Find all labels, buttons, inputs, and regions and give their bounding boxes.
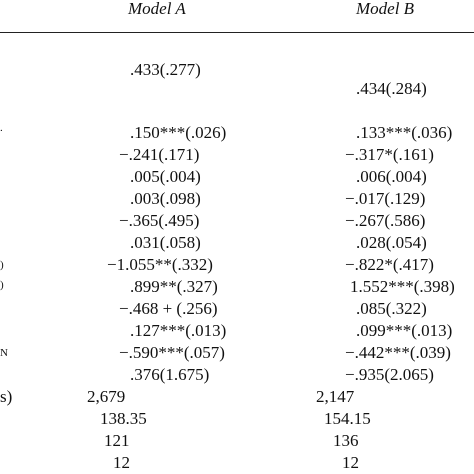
model-b-cell: −.317*(.161) [345, 145, 434, 164]
model-a-cell: 2,679 [87, 387, 126, 406]
model-a-cell: −.241(.171) [119, 145, 200, 164]
model-a-cell: .127***(.013) [130, 321, 227, 340]
model-a-cell: −.365(.495) [119, 211, 200, 230]
row-label-fragment: s) [0, 387, 13, 406]
model-a-cell: −1.055**(.332) [107, 255, 213, 274]
model-b-header: Model B [356, 0, 415, 18]
row-label-fragment: . [0, 122, 3, 134]
model-b-cell: .028(.054) [356, 233, 427, 252]
model-a-cell: −.468 + (.256) [119, 299, 218, 318]
header-rule [0, 32, 474, 33]
model-b-cell: 136 [333, 431, 359, 450]
model-b-cell: −.442***(.039) [345, 343, 451, 362]
model-a-cell: .003(.098) [130, 189, 201, 208]
model-a-cell: .433(.277) [130, 60, 201, 79]
model-a-cell: 138.35 [100, 409, 147, 428]
model-b-cell: −.267(.586) [345, 211, 426, 230]
model-b-cell: .099***(.013) [356, 321, 453, 340]
model-b-cell: 2,147 [316, 387, 355, 406]
model-a-cell: .376(1.675) [130, 365, 210, 384]
model-a-cell: .899**(.327) [130, 277, 218, 296]
model-b-cell: 154.15 [324, 409, 371, 428]
model-b-cell: −.935(2.065) [345, 365, 434, 384]
row-label-fragment: ) [0, 259, 4, 271]
model-b-cell: .085(.322) [356, 299, 427, 318]
model-a-cell: .005(.004) [130, 167, 201, 186]
model-a-cell: .150***(.026) [130, 123, 227, 142]
model-b-cell: 12 [342, 453, 359, 472]
row-label-fragment: ) [0, 279, 4, 291]
model-b-cell: 1.552***(.398) [350, 277, 455, 296]
model-b-cell: .434(.284) [356, 79, 427, 98]
model-b-cell: .006(.004) [356, 167, 427, 186]
row-label-fragment: N [0, 347, 8, 359]
model-b-cell: .133***(.036) [356, 123, 453, 142]
model-b-cell: −.822*(.417) [345, 255, 434, 274]
model-a-cell: .031(.058) [130, 233, 201, 252]
model-a-cell: −.590***(.057) [119, 343, 225, 362]
model-b-cell: −.017(.129) [345, 189, 426, 208]
model-a-cell: 12 [113, 453, 130, 472]
model-a-cell: 121 [104, 431, 130, 450]
model-a-header: Model A [128, 0, 186, 18]
